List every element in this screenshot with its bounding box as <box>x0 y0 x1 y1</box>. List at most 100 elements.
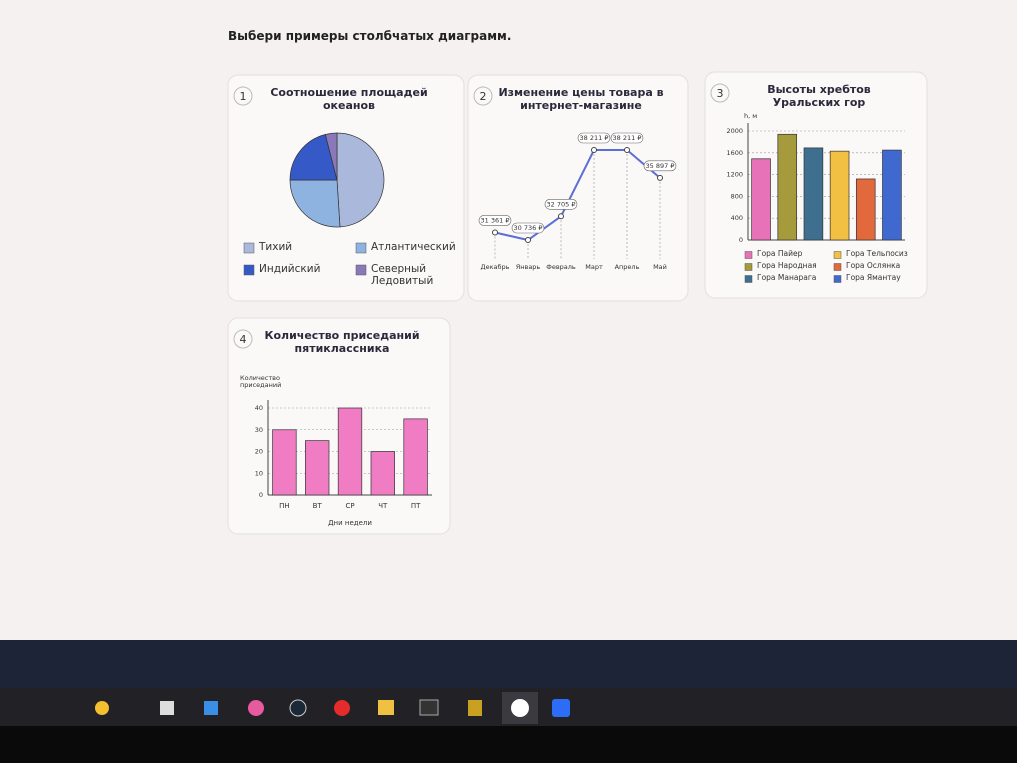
y-tick-label: 800 <box>731 192 743 200</box>
card-number: 4 <box>240 333 247 346</box>
app-icon[interactable] <box>248 700 264 716</box>
legend-swatch <box>243 242 255 254</box>
legend-swatch <box>833 275 842 283</box>
legend-swatch <box>744 251 753 259</box>
value-label-box <box>511 222 545 234</box>
bar <box>855 178 876 241</box>
y-tick-label: 400 <box>731 214 743 222</box>
y-tick-label: 1200 <box>726 171 743 179</box>
legend-label: Гора Манарага <box>757 273 817 282</box>
browser-icon[interactable] <box>511 699 529 717</box>
card-title: Количество приседаний пятиклассника <box>264 329 420 355</box>
app-icon[interactable] <box>468 700 482 716</box>
legend-swatch <box>833 263 842 271</box>
legend-label: Гора Ослянка <box>846 261 901 270</box>
x-tick-label: ЧТ <box>378 502 388 510</box>
price-line <box>494 149 661 242</box>
terminal-icon[interactable] <box>419 699 439 716</box>
x-axis-label: Дни недели <box>328 519 372 527</box>
value-label: 38 211 ₽ <box>613 134 642 142</box>
value-label-box <box>577 132 611 144</box>
x-tick-label: ВТ <box>313 502 323 510</box>
yandex-icon[interactable] <box>334 700 350 716</box>
card-number: 2 <box>480 90 487 103</box>
point <box>657 174 663 181</box>
app-icon[interactable] <box>552 699 570 717</box>
y-tick-label: 20 <box>255 448 263 456</box>
legend-label: Гора Пайер <box>757 249 803 258</box>
task-view-icon[interactable] <box>160 701 174 715</box>
x-tick-label: ПН <box>279 502 290 510</box>
point <box>624 147 630 153</box>
bar <box>777 133 798 241</box>
bar <box>882 149 902 241</box>
instruction: Выбери примеры столбчатых диаграмм. <box>228 29 512 43</box>
value-label: 32 705 ₽ <box>547 200 576 208</box>
x-tick-label: Апрель <box>615 263 640 271</box>
taskbar-icons <box>95 692 570 724</box>
value-label-box <box>643 160 677 172</box>
number-badge <box>233 329 253 349</box>
pie-slice <box>324 132 338 181</box>
legend-label: Тихий <box>259 241 293 253</box>
value-label-box <box>544 198 578 210</box>
bar <box>751 158 771 241</box>
x-tick-label: Май <box>653 263 667 271</box>
card-number: 3 <box>717 87 724 100</box>
legend-label: Гора Народная <box>757 261 817 270</box>
y-tick-label: 30 <box>255 426 263 434</box>
legend-swatch <box>833 251 842 259</box>
pie-slice <box>336 132 385 228</box>
number-badge <box>473 86 493 106</box>
value-label: 35 897 ₽ <box>646 162 675 170</box>
y-tick-label: 0 <box>739 236 743 244</box>
legend-swatch <box>243 264 255 276</box>
x-tick-label: Январь <box>516 263 541 271</box>
x-tick-label: Декабрь <box>481 263 510 271</box>
bar <box>829 150 850 241</box>
legend-label: Атлантический <box>371 241 456 253</box>
card <box>467 74 689 302</box>
x-tick-label: Февраль <box>546 263 576 271</box>
card-number: 1 <box>240 90 247 103</box>
x-tick-label: СР <box>345 502 354 510</box>
store-icon[interactable] <box>204 701 218 715</box>
y-axis-label: h, м <box>744 112 758 120</box>
y-tick-label: 1600 <box>726 149 743 157</box>
copilot-icon[interactable] <box>95 701 109 715</box>
legend-swatch <box>744 263 753 271</box>
value-label-box <box>478 215 512 226</box>
bar <box>305 440 330 496</box>
bar <box>803 147 824 241</box>
legend-swatch <box>355 242 367 254</box>
value-label: 30 736 ₽ <box>514 224 543 232</box>
value-label: 31 361 ₽ <box>481 216 510 224</box>
y-tick-label: 40 <box>255 404 263 412</box>
card-title: Высоты хребтов Уральских гор <box>767 83 871 109</box>
number-badge <box>710 83 730 103</box>
pie-slice <box>289 179 341 228</box>
steam-icon[interactable] <box>289 699 307 717</box>
folder-icon[interactable] <box>378 700 394 715</box>
monitor-bezel <box>0 726 1017 763</box>
y-axis-label: Количество приседаний <box>240 374 282 390</box>
bar <box>370 451 395 496</box>
legend-swatch <box>355 264 367 276</box>
point <box>558 213 564 220</box>
x-tick-label: Март <box>585 263 603 271</box>
point <box>591 147 597 153</box>
number-badge <box>233 86 253 106</box>
legend-label: Гора Тельпосиз <box>846 249 908 258</box>
legend-swatch <box>744 275 753 283</box>
point <box>492 229 498 236</box>
desktop-edge <box>0 640 1017 688</box>
legend-label: Индийский <box>259 263 321 275</box>
bar <box>272 429 297 496</box>
value-label: 38 211 ₽ <box>580 134 609 142</box>
bar <box>337 407 363 496</box>
card-title: Изменение цены товара в интернет-магазин… <box>498 86 664 112</box>
legend-label: Гора Ямантау <box>846 273 901 282</box>
card-title: Соотношение площадей океанов <box>270 86 428 112</box>
